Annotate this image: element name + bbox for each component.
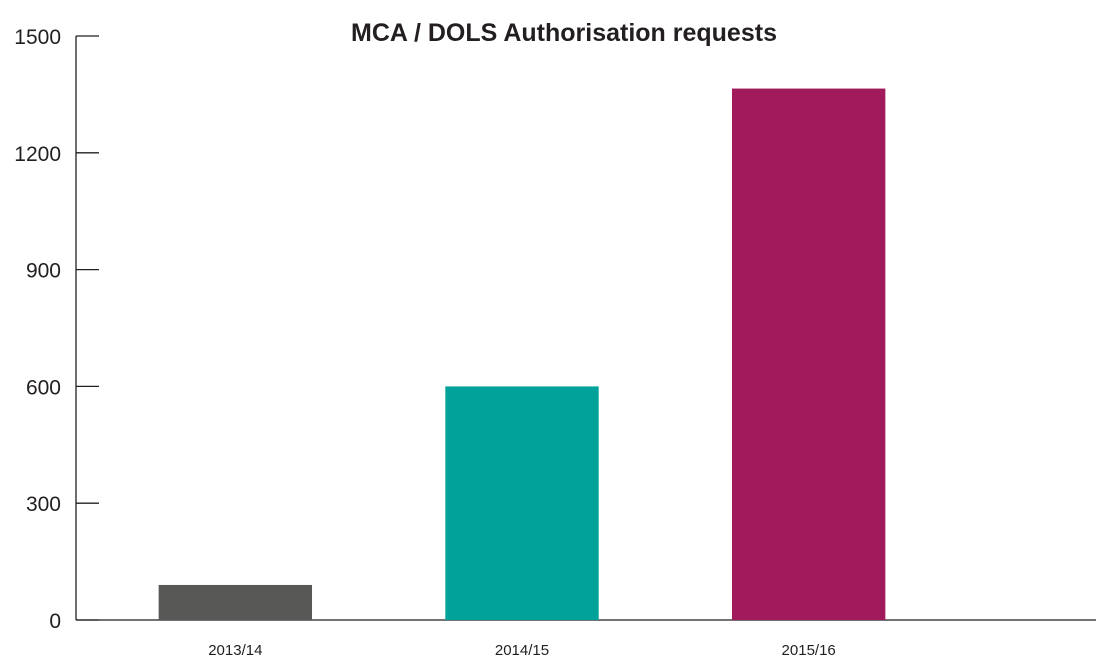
bars-group	[158, 88, 886, 620]
y-tick-label: 300	[26, 493, 61, 516]
y-tick-label: 1200	[14, 143, 61, 166]
x-tick-label: 2013/14	[208, 642, 262, 657]
y-tick-label: 1500	[14, 26, 61, 49]
bar-2014-15	[445, 386, 599, 620]
y-axis-ticks: 0 300 600 900 1200 1500	[14, 26, 99, 633]
x-axis-ticks: 2013/14 2014/15 2015/16	[208, 642, 836, 657]
x-tick-label: 2014/15	[495, 642, 549, 657]
y-tick-label: 900	[26, 260, 61, 283]
bar-2015-16	[731, 88, 886, 620]
chart-title: MCA / DOLS Authorisation requests	[351, 19, 777, 47]
x-tick-label: 2015/16	[782, 642, 836, 657]
bar-2013-14	[158, 584, 313, 620]
y-tick-label: 0	[49, 610, 61, 633]
y-tick-label: 600	[26, 376, 61, 399]
